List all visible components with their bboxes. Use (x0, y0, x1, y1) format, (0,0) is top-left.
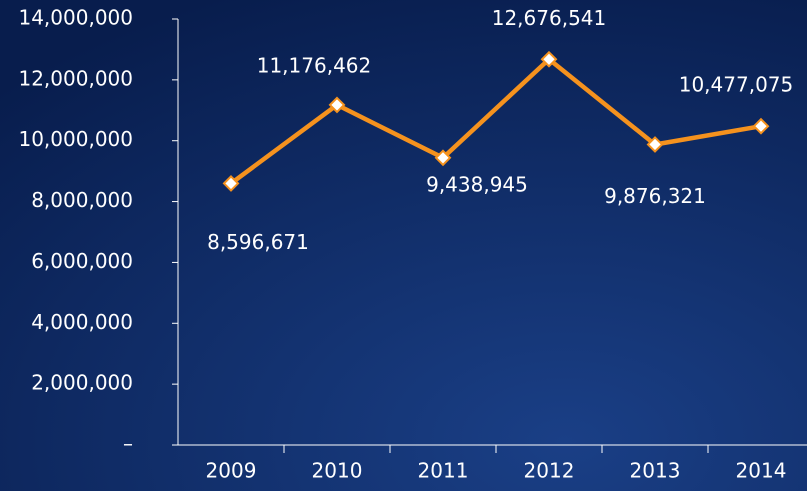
y-tick-label: 4,000,000 (31, 310, 133, 334)
y-tick-label: 10,000,000 (18, 127, 133, 151)
x-tick-label: 2013 (630, 459, 681, 483)
y-tick-label: 14,000,000 (18, 6, 133, 30)
marker (222, 175, 240, 192)
y-tick-label: – (123, 432, 133, 456)
x-tick-label: 2014 (736, 459, 787, 483)
line (229, 57, 762, 186)
x-tick-label: 2010 (312, 459, 363, 483)
data-label: 11,176,462 (257, 53, 372, 77)
marker (328, 96, 346, 114)
x-tick-label: 2011 (418, 459, 469, 483)
y-tick-label: 6,000,000 (31, 249, 133, 273)
data-label: 12,676,541 (492, 6, 607, 30)
data-label: 10,477,075 (679, 73, 794, 97)
marker (434, 149, 452, 167)
marker (540, 50, 558, 68)
data-label: 9,438,945 (426, 172, 528, 196)
y-tick-label: 12,000,000 (18, 66, 133, 90)
y-tick-label: 2,000,000 (31, 371, 133, 395)
marker (752, 117, 770, 135)
data-label: 9,876,321 (604, 184, 706, 208)
marker (646, 136, 664, 153)
data-label: 8,596,671 (207, 230, 309, 254)
x-tick-label: 2012 (524, 459, 575, 483)
y-tick-label: 8,000,000 (31, 188, 133, 212)
x-tick-label: 2009 (206, 459, 257, 483)
